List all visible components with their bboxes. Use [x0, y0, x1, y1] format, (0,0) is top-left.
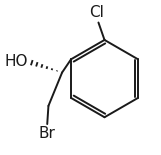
Text: HO: HO: [5, 54, 28, 69]
Text: Br: Br: [39, 126, 56, 141]
Text: Cl: Cl: [90, 5, 104, 20]
